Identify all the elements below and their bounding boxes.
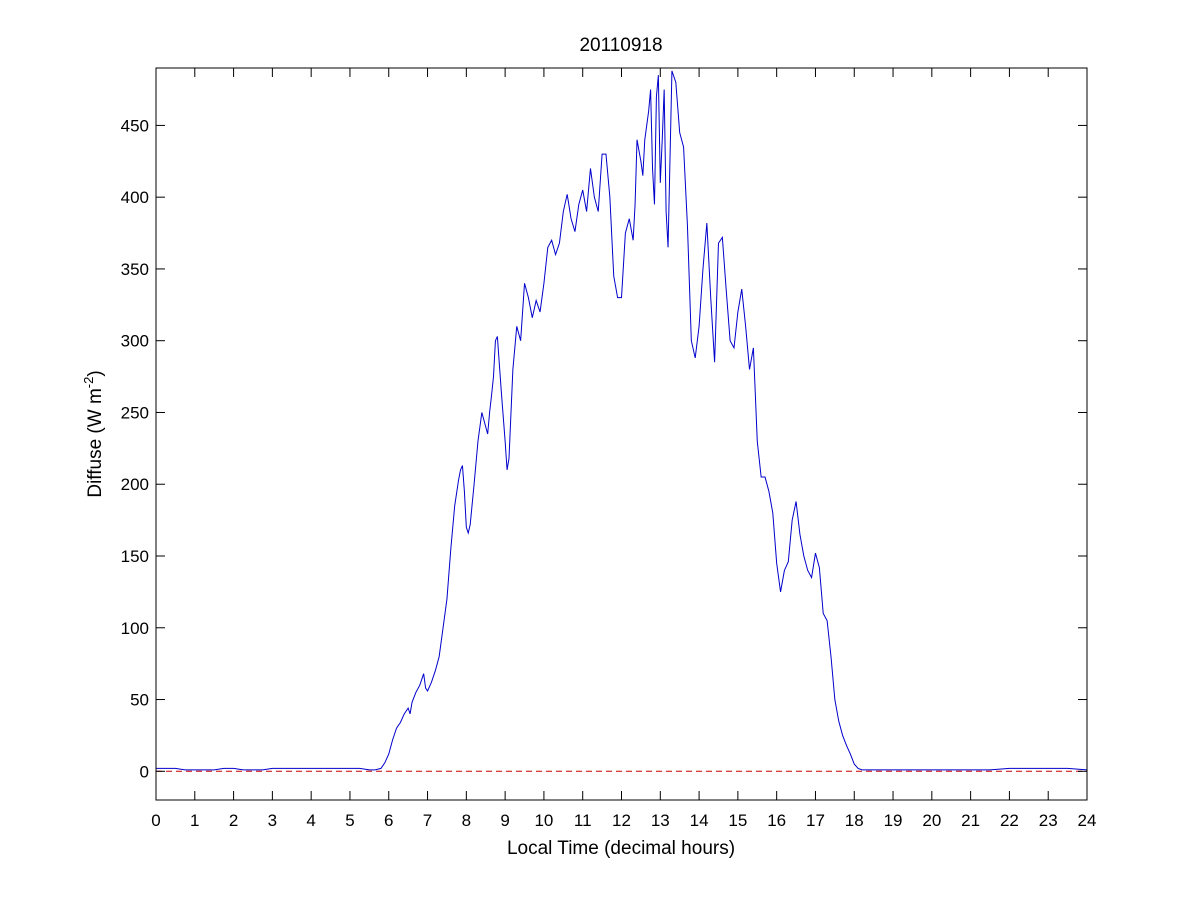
- x-tick-label: 5: [345, 811, 354, 830]
- x-tick-label: 10: [534, 811, 553, 830]
- y-tick-label: 100: [121, 619, 149, 638]
- x-tick-label: 15: [728, 811, 747, 830]
- y-tick-label: 200: [121, 475, 149, 494]
- y-tick-label: 150: [121, 547, 149, 566]
- x-axis-label: Local Time (decimal hours): [507, 838, 735, 859]
- x-tick-label: 0: [151, 811, 160, 830]
- y-axis-label-close: ): [85, 370, 106, 376]
- x-tick-label: 11: [574, 811, 592, 830]
- x-tick-label: 16: [767, 811, 786, 830]
- x-tick-label: 13: [651, 811, 670, 830]
- x-tick-label: 24: [1078, 811, 1097, 830]
- x-tick-label: 20: [922, 811, 941, 830]
- y-tick-label: 300: [121, 332, 149, 351]
- y-axis-label-superscript: -2: [81, 377, 96, 389]
- x-tick-label: 8: [462, 811, 471, 830]
- x-tick-label: 4: [306, 811, 315, 830]
- y-tick-label: 400: [121, 188, 149, 207]
- y-tick-label: 50: [130, 691, 149, 710]
- y-tick-label: 450: [121, 116, 149, 135]
- x-tick-label: 12: [612, 811, 631, 830]
- plot-background: [156, 68, 1087, 800]
- x-tick-label: 17: [806, 811, 825, 830]
- chart-title: 20110918: [579, 35, 662, 56]
- x-tick-label: 23: [1039, 811, 1058, 830]
- x-tick-label: 3: [268, 811, 277, 830]
- diffuse-series-line: [156, 70, 1088, 771]
- y-tick-label: 250: [121, 403, 149, 422]
- y-tick-label: 350: [121, 260, 149, 279]
- y-tick-label: 0: [140, 762, 149, 781]
- x-tick-label: 1: [190, 811, 199, 830]
- data-layer: [156, 70, 1088, 772]
- x-tick-label: 19: [884, 811, 903, 830]
- y-axis-label: Diffuse (W m-2): [81, 370, 106, 497]
- x-tick-label: 7: [423, 811, 432, 830]
- y-axis-label-main: Diffuse (W m: [85, 388, 106, 497]
- tick-layer: 0 1 2 3 4 5 6 7 8 9 10 11 12 13 14 15 16 17 18 19 20 21 22 23 24…: [121, 68, 1097, 830]
- x-tick-label: 21: [961, 811, 980, 830]
- x-tick-label: 2: [229, 811, 238, 830]
- x-tick-label: 14: [690, 811, 709, 830]
- x-tick-label: 22: [1000, 811, 1019, 830]
- x-tick-label: 6: [384, 811, 393, 830]
- x-tick-label: 9: [500, 811, 509, 830]
- x-tick-label: 18: [845, 811, 864, 830]
